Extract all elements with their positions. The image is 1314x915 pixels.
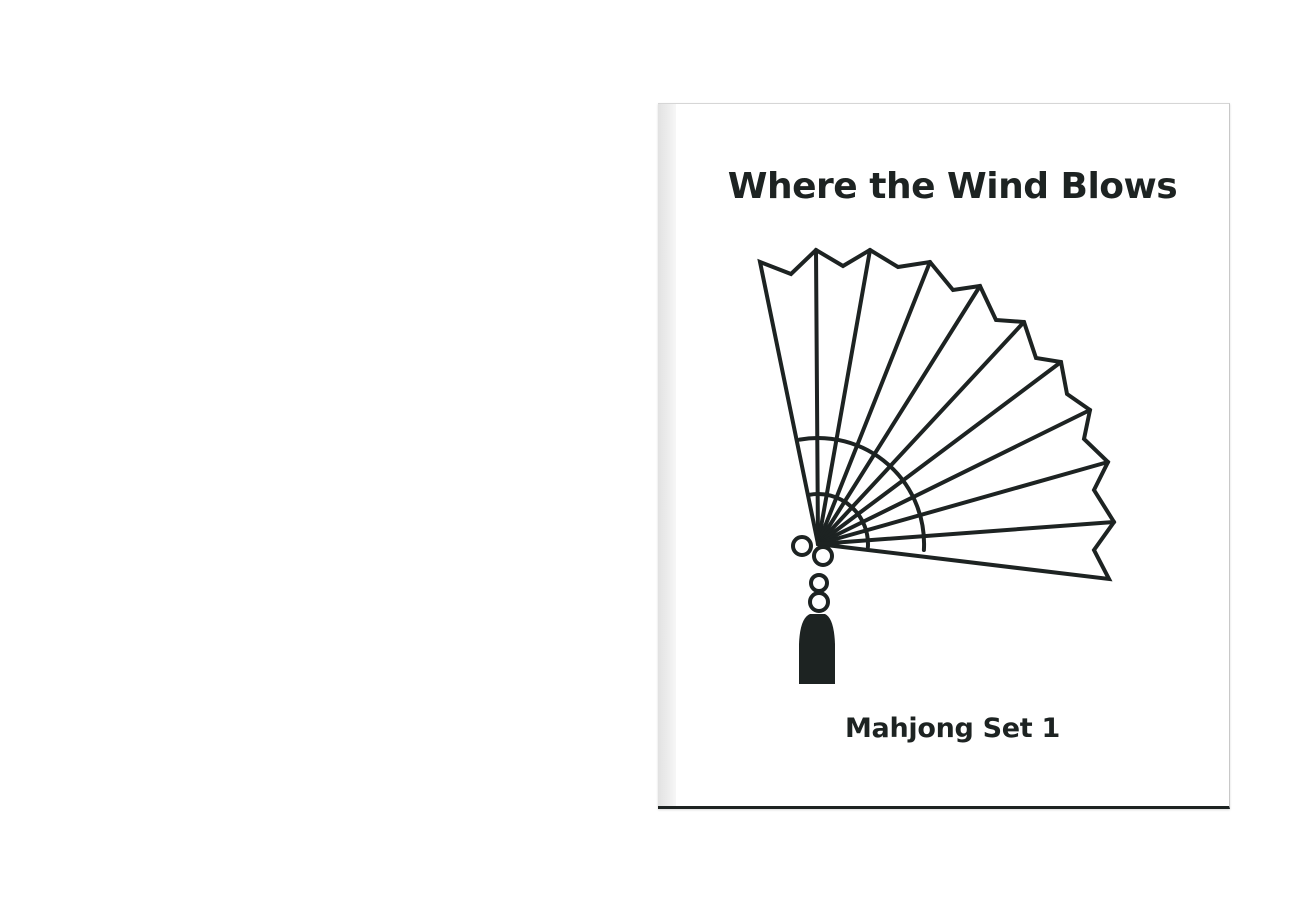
book-spine bbox=[658, 104, 676, 806]
cover-subtitle: Mahjong Set 1 bbox=[658, 713, 1229, 744]
book-cover: Where the Wind Blows Mahjong S bbox=[658, 103, 1230, 809]
folding-fan-icon bbox=[748, 239, 1128, 699]
cover-title: Where the Wind Blows bbox=[658, 166, 1229, 207]
